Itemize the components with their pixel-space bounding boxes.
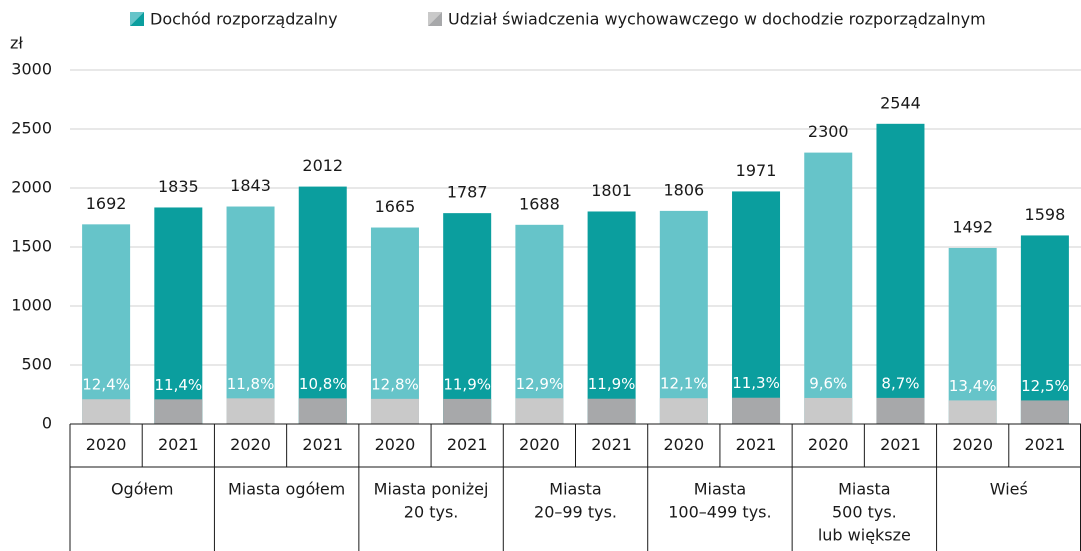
percent-label: 12,4% [82, 376, 130, 394]
group-label: 500 tys. [832, 503, 897, 522]
value-label: 1665 [375, 197, 416, 216]
legend-label: Udział świadczenia wychowawczego w docho… [448, 10, 986, 29]
percent-label: 11,9% [443, 375, 491, 393]
x-tick-label: 2021 [591, 435, 632, 454]
legend-swatch [428, 12, 442, 26]
value-label: 2544 [880, 93, 921, 112]
x-tick-label: 2021 [447, 435, 488, 454]
y-axis-label: zł [10, 34, 23, 53]
bar [659, 210, 708, 424]
bar-segment [298, 398, 347, 424]
bar [82, 224, 131, 424]
value-label: 1843 [230, 176, 271, 195]
legend-label: Dochód rozporządzalny [150, 10, 338, 29]
group-label: Miasta poniżej [374, 480, 489, 499]
bar [1020, 235, 1069, 424]
percent-label: 12,1% [660, 375, 708, 393]
group-label: lub większe [818, 526, 911, 545]
percent-label: 11,9% [588, 375, 636, 393]
x-tick-label: 2021 [736, 435, 777, 454]
bar-segment [876, 397, 925, 424]
y-tick-label: 0 [42, 414, 52, 433]
percent-label: 13,4% [949, 377, 997, 395]
bar-segment [804, 397, 853, 424]
bar [226, 206, 275, 424]
percent-label: 9,6% [809, 374, 847, 392]
group-label: Wieś [990, 480, 1028, 499]
value-label: 2300 [808, 122, 849, 141]
legend-swatch [130, 12, 144, 26]
value-label: 1492 [952, 217, 993, 236]
group-label: Miasta [838, 480, 890, 499]
x-tick-label: 2020 [952, 435, 993, 454]
bar-segment [948, 400, 997, 424]
percent-label: 12,8% [371, 375, 419, 393]
value-label: 1835 [158, 177, 199, 196]
percent-label: 11,8% [227, 375, 275, 393]
bar-segment [82, 399, 131, 424]
bar-segment [1020, 400, 1069, 424]
bar-segment [587, 398, 636, 424]
bar [804, 152, 853, 424]
group-label: Miasta ogółem [228, 480, 345, 499]
value-label: 1806 [663, 180, 704, 199]
value-label: 1688 [519, 194, 560, 213]
x-tick-label: 2021 [158, 435, 199, 454]
value-label: 1787 [447, 183, 488, 202]
percent-label: 12,9% [516, 375, 564, 393]
x-tick-label: 2021 [880, 435, 921, 454]
bar [948, 247, 997, 424]
bar [732, 191, 781, 424]
value-label: 1801 [591, 181, 632, 200]
value-label: 1692 [86, 194, 127, 213]
y-tick-label: 2500 [11, 119, 52, 138]
x-tick-label: 2020 [86, 435, 127, 454]
bar-segment [226, 398, 275, 424]
bar-segment [154, 399, 203, 424]
bar-segment [659, 398, 708, 424]
group-label: 100–499 tys. [668, 503, 771, 522]
bar [443, 213, 492, 424]
y-tick-label: 1000 [11, 296, 52, 315]
group-label: Miasta [694, 480, 746, 499]
x-tick-label: 2020 [375, 435, 416, 454]
x-tick-label: 2020 [230, 435, 271, 454]
value-label: 1598 [1025, 205, 1066, 224]
y-tick-label: 2000 [11, 178, 52, 197]
group-label: 20 tys. [404, 503, 459, 522]
y-tick-label: 1500 [11, 237, 52, 256]
bar [154, 207, 203, 424]
percent-label: 11,3% [732, 374, 780, 392]
value-label: 2012 [302, 156, 343, 175]
x-tick-label: 2021 [1025, 435, 1066, 454]
percent-label: 11,4% [154, 376, 202, 394]
group-label: Ogółem [111, 480, 174, 499]
bar-segment [370, 398, 419, 424]
group-label: 20–99 tys. [534, 503, 617, 522]
percent-label: 12,5% [1021, 377, 1069, 395]
x-tick-label: 2021 [302, 435, 343, 454]
bar-segment [515, 398, 564, 424]
y-tick-label: 500 [21, 355, 52, 374]
bar [370, 227, 419, 424]
percent-label: 10,8% [299, 375, 347, 393]
x-tick-label: 2020 [663, 435, 704, 454]
bar-segment [443, 398, 492, 424]
group-label: Miasta [549, 480, 601, 499]
x-tick-label: 2020 [519, 435, 560, 454]
value-label: 1971 [736, 161, 777, 180]
y-tick-label: 3000 [11, 60, 52, 79]
bar [876, 123, 925, 425]
bar [515, 224, 564, 424]
bar-segment [732, 397, 781, 424]
x-tick-label: 2020 [808, 435, 849, 454]
bar [298, 186, 347, 424]
percent-label: 8,7% [881, 374, 919, 392]
bar [587, 211, 636, 424]
